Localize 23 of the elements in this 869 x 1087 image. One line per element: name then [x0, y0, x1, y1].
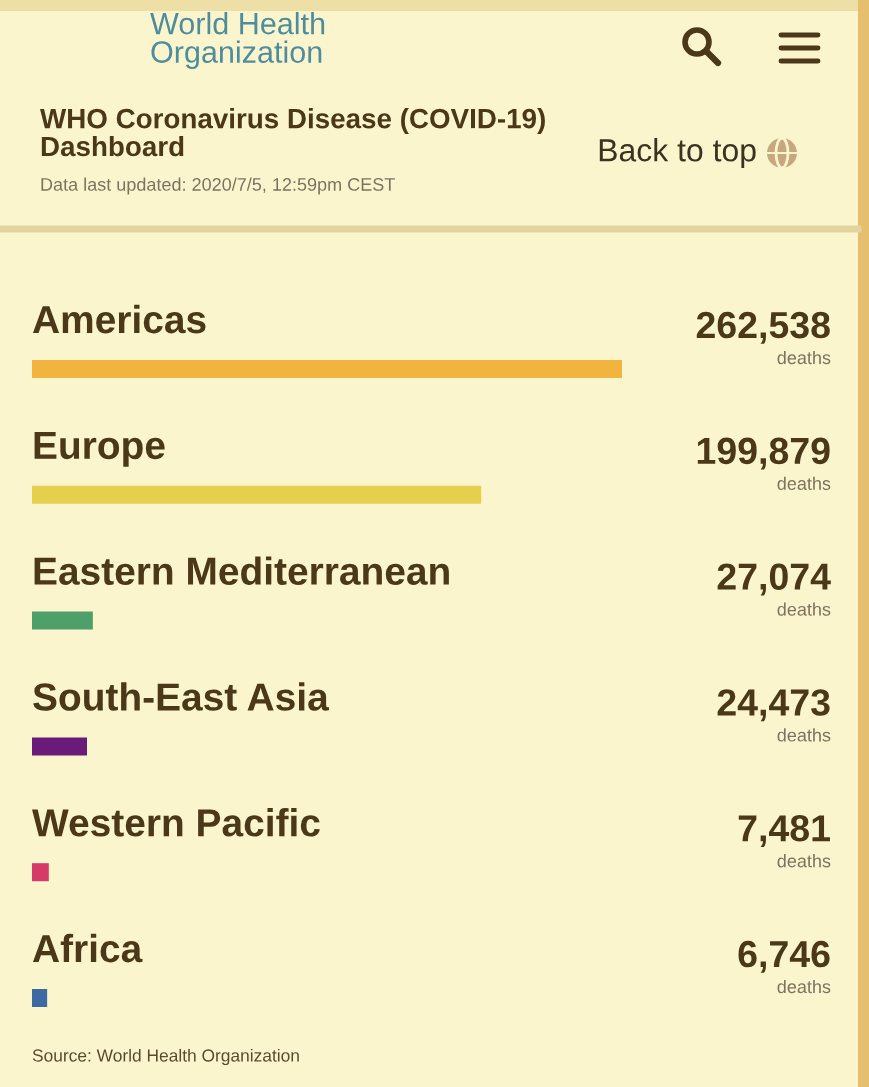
y-tick-label: Eastern Mediterranean [34, 556, 449, 585]
bar [32, 360, 622, 378]
source-note: Source: World Health Organization [32, 1048, 299, 1066]
data-label: 7,481 deaths [738, 815, 831, 868]
y-tick-label: Europe [34, 432, 165, 467]
text: Back to top [599, 138, 756, 168]
chart-subtitle: Data last updated: 2020/7/5, 12:59pm CEST [41, 177, 395, 195]
data-label: 199,879 deaths [697, 437, 831, 490]
data-label: 6,746 deaths [738, 940, 831, 994]
bar [32, 863, 49, 882]
data-label: 262,538 deaths [696, 311, 831, 365]
chart-title: WHO Coronavirus Disease (COVID-19) Dashboard [40, 108, 545, 157]
y-tick-label: Western Pacific [32, 808, 320, 837]
bar [32, 989, 48, 1007]
data-label: 27,074 deaths [717, 563, 831, 616]
bar [32, 737, 87, 756]
bar [32, 611, 93, 630]
bar [32, 485, 482, 504]
y-tick-label: South-East Asia [33, 682, 329, 711]
y-tick-label: Africa [32, 933, 143, 963]
y-tick-label: Americas [32, 304, 206, 334]
text: World Health Organization [150, 12, 325, 69]
data-label: 24,473 deaths [717, 689, 831, 742]
